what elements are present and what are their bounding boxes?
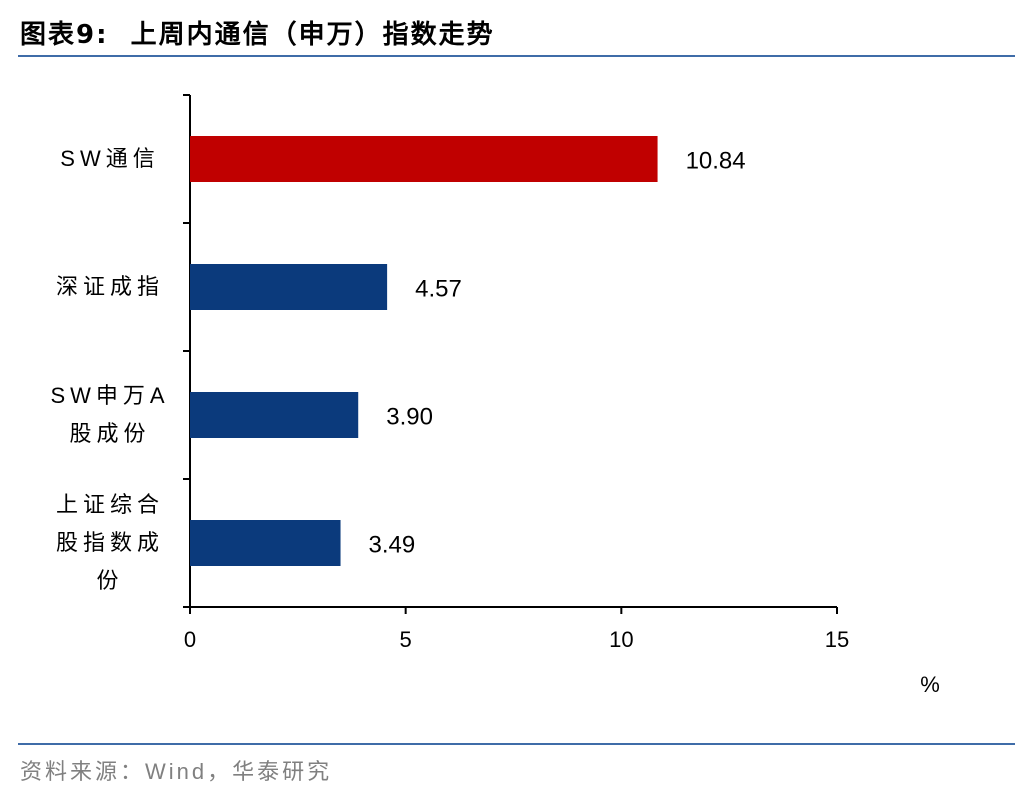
x-tick-label: 0	[184, 627, 196, 652]
y-tick-label: 上证综合股指数成份	[55, 492, 164, 593]
bar	[190, 264, 388, 310]
bar	[190, 392, 359, 438]
x-tick-label: 15	[825, 627, 849, 652]
y-tick-label: 深证成指	[55, 274, 164, 299]
x-axis-label: %	[920, 672, 940, 697]
y-tick-label: SW通信	[60, 146, 160, 171]
value-label: 3.90	[386, 403, 433, 430]
x-tick-label: 5	[400, 627, 412, 652]
bar	[190, 520, 341, 566]
chart-title: 图表9: 上周内通信（申万）指数走势	[20, 20, 495, 50]
source-note: 资料来源：Wind，华泰研究	[20, 759, 333, 784]
y-tick-label: SW申万A股成份	[50, 383, 170, 446]
bar	[190, 136, 658, 182]
value-label: 4.57	[415, 275, 462, 302]
value-label: 3.49	[369, 531, 416, 558]
x-tick-label: 10	[609, 627, 633, 652]
value-label: 10.84	[686, 147, 746, 174]
